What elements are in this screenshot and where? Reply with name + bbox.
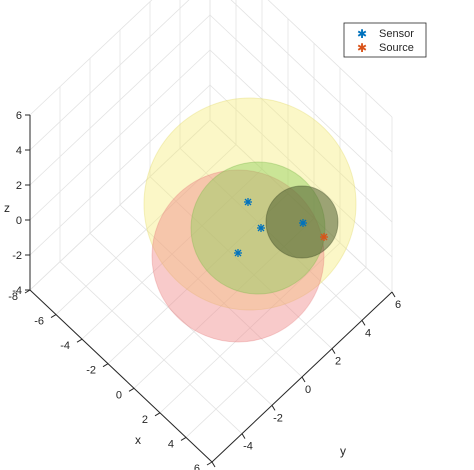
grid-line-z-on-x-pane <box>29 0 153 116</box>
z-tick-label: -4 <box>12 285 22 297</box>
x-axis-label: x <box>135 433 141 447</box>
grid-line-z-on-x-pane <box>29 49 211 221</box>
x-tick-label: -8 <box>8 291 18 303</box>
x-tick-label: 6 <box>194 463 200 470</box>
z-tick-label: -2 <box>12 250 22 262</box>
x-tick-mark <box>206 461 213 466</box>
z-tick-label: 4 <box>16 145 22 157</box>
grid-line-z-on-y-pane <box>230 0 393 153</box>
grid-line-y-on-floor <box>119 204 303 378</box>
legend: ✱ Sensor ✱ Source <box>343 22 427 58</box>
legend-entry-sensor: ✱ Sensor <box>357 27 414 41</box>
x-tick-label: -2 <box>86 365 96 377</box>
grid-line-z-on-y-pane <box>209 14 393 188</box>
legend-source-marker-icon: ✱ <box>357 41 367 55</box>
x-tick-mark <box>128 387 135 392</box>
z-tick-label: 2 <box>16 180 22 192</box>
x-tick-mark <box>180 436 187 441</box>
grid-line-y-on-floor <box>149 176 333 349</box>
grid-line-z-on-y-pane <box>209 84 393 258</box>
sensor-point <box>257 224 265 232</box>
z-tick-label: 6 <box>16 110 22 122</box>
marker-layer <box>234 198 328 257</box>
x-tick-mark <box>102 363 109 368</box>
y-tick-mark <box>301 376 306 383</box>
y-tick-mark <box>391 291 396 298</box>
x-axis-line <box>29 289 213 463</box>
y-tick-mark <box>241 433 246 439</box>
grid-line-z-on-x-pane <box>29 84 211 256</box>
y-tick-label: 4 <box>365 327 371 339</box>
grid-line-z-on-y-pane <box>267 0 393 118</box>
x-tick-label: 0 <box>116 389 122 401</box>
x-tick-mark <box>76 338 83 343</box>
x-tick-label: -6 <box>34 316 44 328</box>
y-axis-label: y <box>340 444 346 458</box>
grid-line-z-on-x-pane <box>29 0 190 151</box>
x-tick-label: -4 <box>60 340 70 352</box>
y-tick-mark <box>361 320 366 326</box>
y-tick-label: -4 <box>243 441 253 453</box>
x-tick-label: 4 <box>168 438 174 450</box>
y-tick-label: 0 <box>305 384 311 396</box>
y-tick-mark <box>211 461 216 468</box>
grid-line-y-on-floor <box>89 233 273 406</box>
x-tick-label: 2 <box>142 414 148 426</box>
x-tick-mark <box>50 314 57 319</box>
sensor-point <box>234 249 242 257</box>
sensor-point <box>244 198 252 206</box>
z-axis-label: z <box>4 201 10 215</box>
legend-sensor-marker-icon: ✱ <box>357 27 367 41</box>
y-tick-label: 2 <box>335 356 341 368</box>
y-tick-mark <box>331 348 336 354</box>
z-tick-label: 0 <box>16 215 22 227</box>
y-tick-label: 6 <box>395 299 401 311</box>
y-tick-mark <box>271 405 276 411</box>
legend-sensor-label: Sensor <box>379 28 414 40</box>
sphere-layer <box>143 97 357 343</box>
source-point <box>320 233 328 241</box>
legend-source-label: Source <box>379 42 414 54</box>
legend-box <box>343 22 427 58</box>
grid-line-z-on-y-pane <box>209 49 393 223</box>
grid-line-z-on-x-pane <box>29 14 211 186</box>
x-tick-mark <box>154 412 161 417</box>
legend-entry-source: ✱ Source <box>357 41 414 55</box>
grid-line-y-on-floor <box>59 261 243 434</box>
y-tick-label: -2 <box>273 412 283 424</box>
sensor-point <box>299 219 307 227</box>
